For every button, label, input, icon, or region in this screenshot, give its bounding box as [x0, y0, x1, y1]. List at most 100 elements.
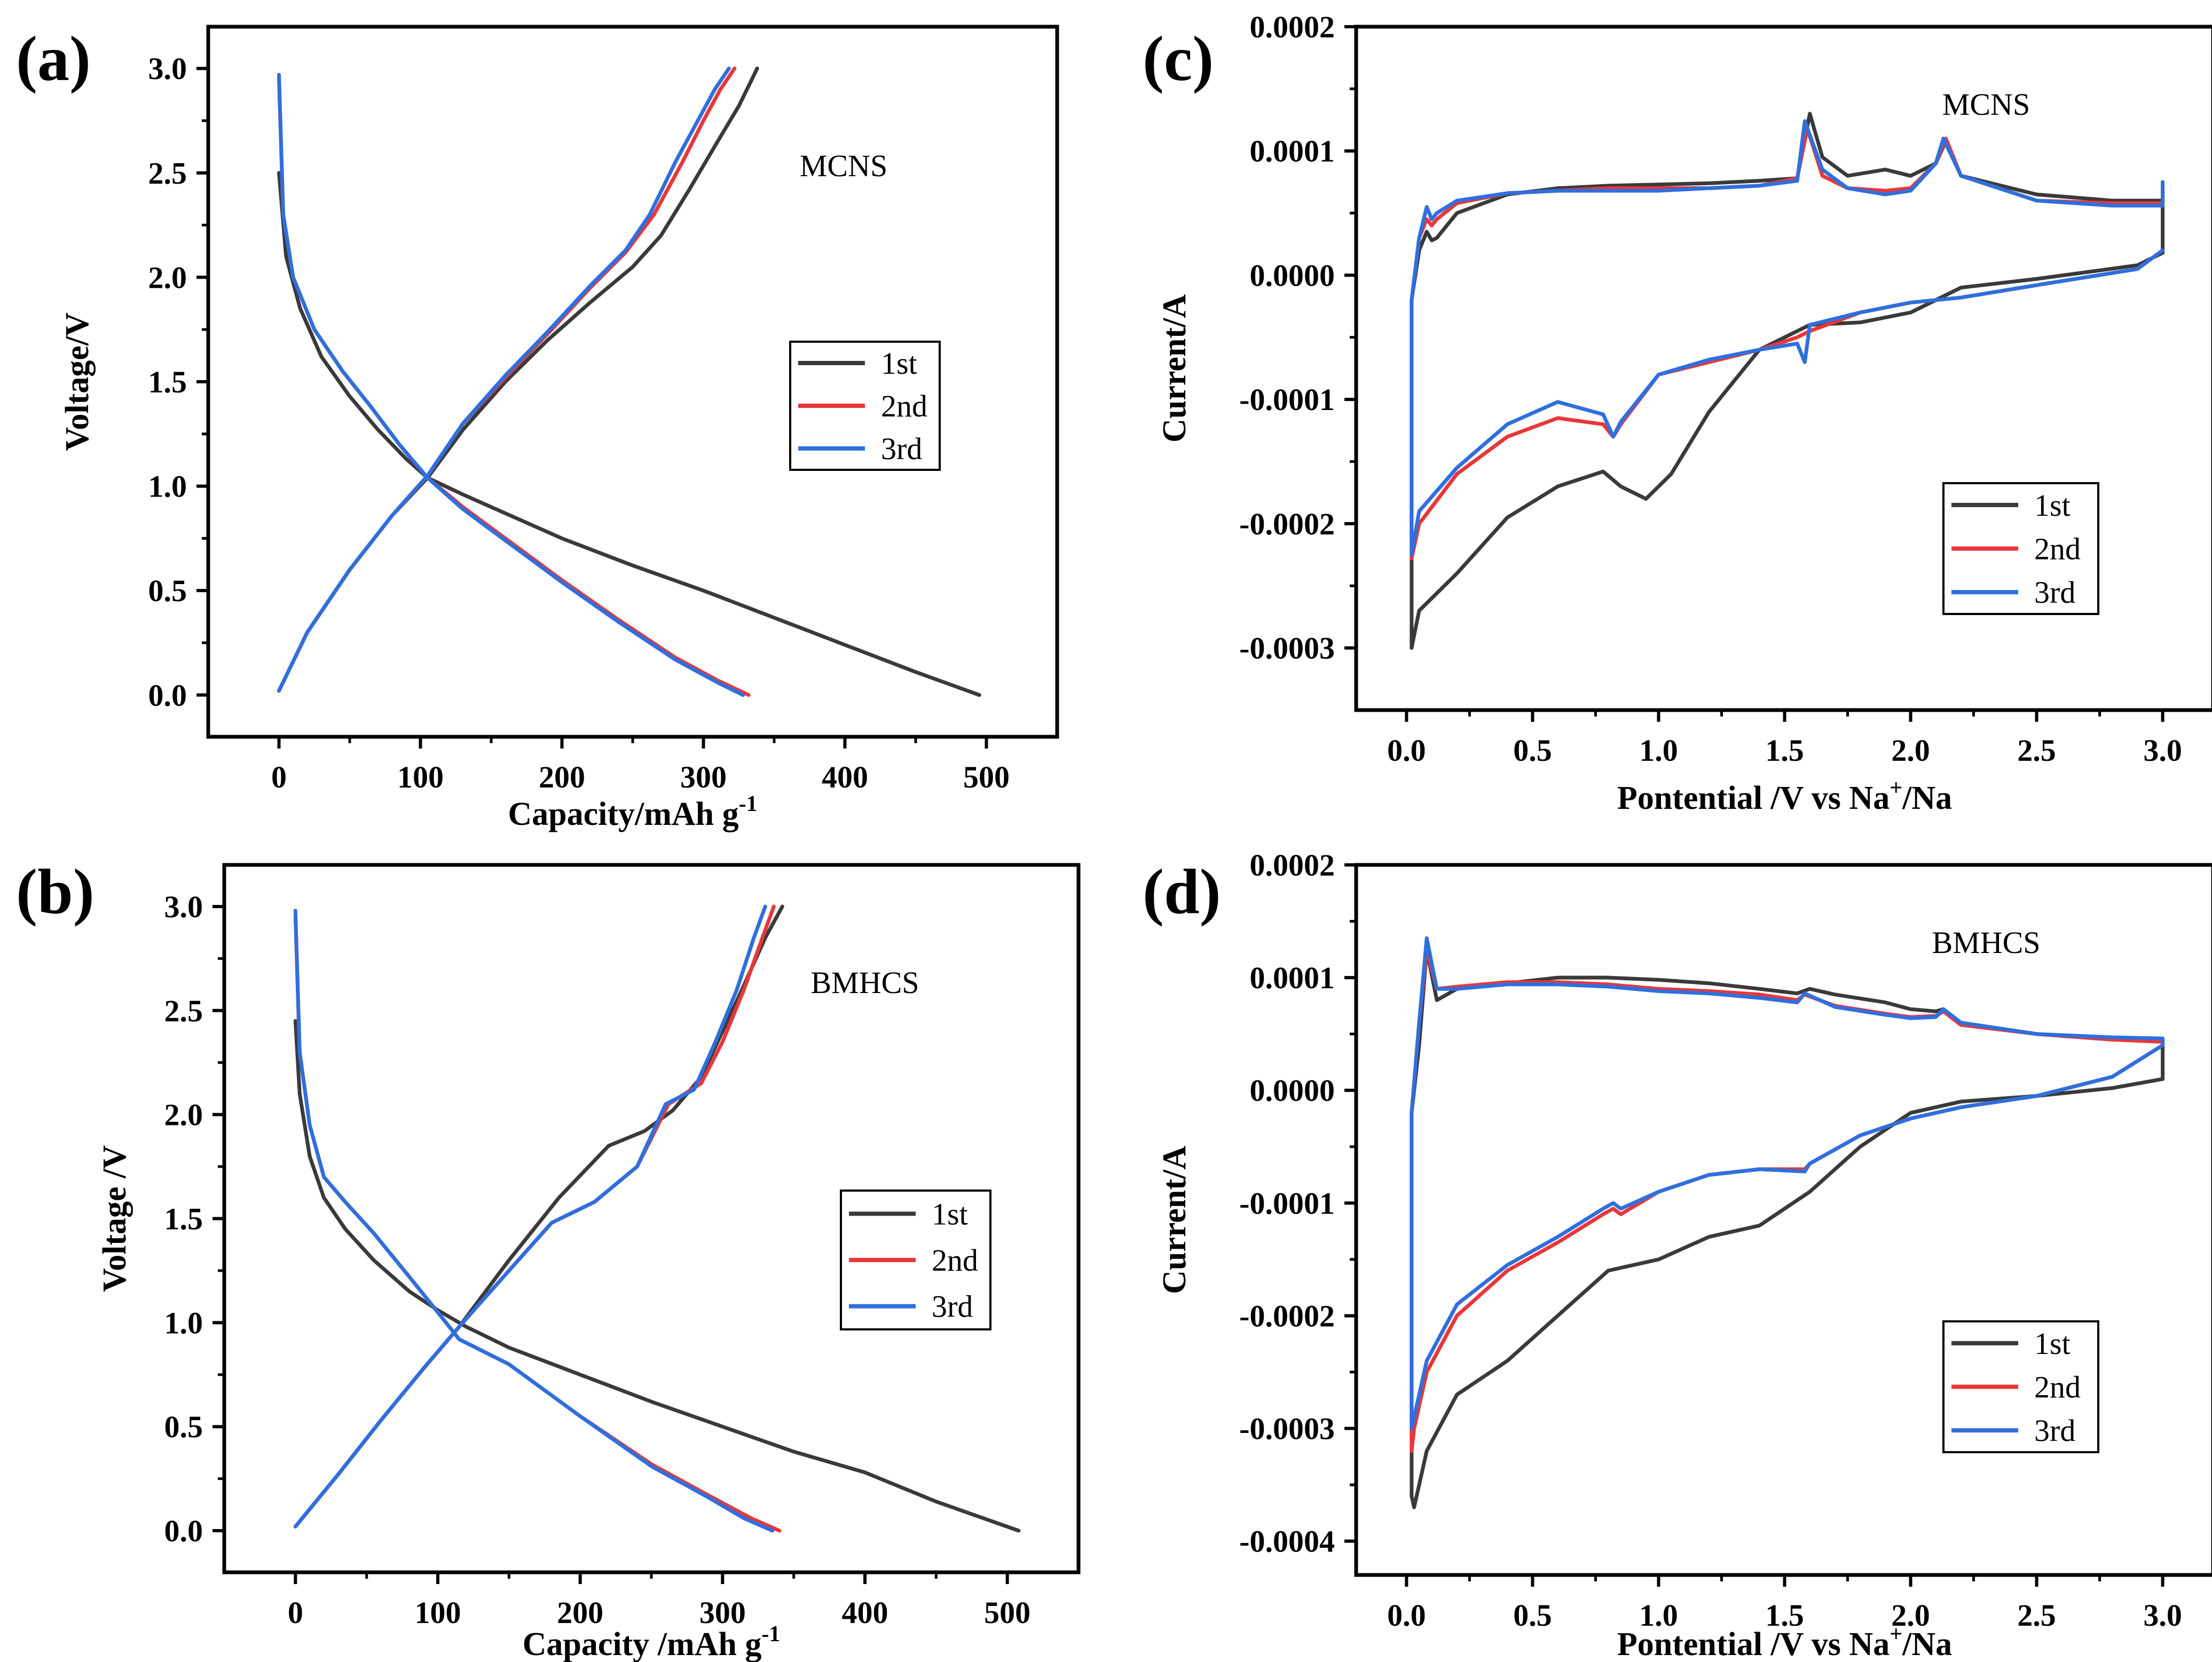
series-line-1st: [293, 1019, 1021, 1533]
legend: 1st 2nd 3rd: [789, 341, 941, 471]
legend-label: 2nd: [932, 1243, 978, 1278]
x-tick-label: 2.5: [2017, 1598, 2056, 1633]
panel-0: (a) 0 100 200 300 400 500 0.0 0.5 1.0 1.5 2.0 2.5 3.0…: [16, 23, 1059, 832]
x-tick-label: 1.0: [1639, 733, 1678, 768]
y-tick-label: 1.5: [164, 1202, 203, 1236]
y-tick-label: 0.5: [148, 573, 187, 608]
x-tick-label: 400: [822, 760, 868, 794]
x-axis-title: Pontential /V vs Na+/Na: [1617, 776, 1952, 816]
panel-1: (b) 0 100 200 300 400 500 0.0 0.5 1.0 1.5 2.0 2.5 3.0…: [16, 856, 1081, 1662]
x-tick-label: 0: [288, 1595, 303, 1630]
y-tick-label: 2.5: [148, 156, 187, 191]
sample-annotation: BMHCS: [810, 965, 919, 1000]
x-tick-label: 200: [557, 1595, 603, 1630]
x-tick-label: 300: [680, 760, 727, 794]
x-tick-label: 2.5: [2017, 733, 2056, 768]
y-tick-label: -0.0002: [1239, 507, 1335, 541]
legend: 1st 2nd 3rd: [840, 1190, 991, 1330]
x-tick-label: 2.0: [1891, 733, 1930, 768]
y-axis-title: Current/A: [1156, 294, 1193, 443]
y-axis-title: Current/A: [1156, 1146, 1193, 1294]
y-tick-label: -0.0001: [1239, 1186, 1335, 1220]
y-tick-label: -0.0004: [1239, 1524, 1335, 1559]
y-axis-title: Voltage/V: [59, 312, 96, 451]
legend-label: 2nd: [881, 389, 927, 423]
y-tick-label: 0.0002: [1250, 848, 1335, 883]
x-tick-label: 100: [397, 760, 444, 794]
panel-2: (c) 0.0 0.5 1.0 1.5 2.0 2.5 3.0 -0.0003 -0.0002 -0…: [1143, 10, 2212, 816]
legend-label: 3rd: [2034, 1413, 2075, 1448]
series-group: [1410, 112, 2165, 650]
x-tick-label: 0.5: [1513, 1598, 1552, 1633]
series-line-3rd: [1410, 119, 2165, 557]
x-tick-label: 0.0: [1387, 1598, 1426, 1633]
x-tick-label: 300: [699, 1595, 746, 1630]
series-line-2nd: [293, 904, 776, 1529]
legend-label: 3rd: [2034, 575, 2075, 610]
plot-frame: [1354, 863, 2212, 1577]
x-tick-label: 1.5: [1765, 733, 1804, 768]
y-axis-title: Voltage /V: [97, 1145, 133, 1292]
y-tick-label: 0.0000: [1250, 258, 1335, 293]
legend: 1st 2nd 3rd: [1942, 1320, 2099, 1453]
legend: 1st 2nd 3rd: [1942, 482, 2099, 615]
y-tick-label: 0.0: [164, 1514, 203, 1548]
y-tick-label: 2.0: [148, 260, 187, 295]
y-tick-label: 3.0: [164, 889, 203, 924]
series-line-3rd: [293, 904, 767, 1529]
y-tick-label: -0.0002: [1239, 1298, 1335, 1333]
series-line-2nd: [1410, 127, 2165, 561]
legend-label: 1st: [2034, 1326, 2071, 1361]
x-tick-label: 0.5: [1513, 733, 1552, 768]
x-tick-label: 0.0: [1387, 733, 1426, 768]
y-tick-label: 0.0: [148, 678, 187, 713]
panel-letter: (c): [1143, 23, 1214, 94]
y-tick-label: 2.5: [164, 994, 203, 1028]
y-tick-label: -0.0001: [1239, 382, 1335, 417]
legend-label: 1st: [881, 346, 917, 381]
y-tick-label: -0.0003: [1239, 631, 1335, 666]
legend-label: 3rd: [932, 1289, 973, 1324]
series-line-3rd: [293, 909, 775, 1533]
x-tick-label: 100: [415, 1595, 461, 1630]
panel-letter: (d): [1143, 856, 1221, 927]
sample-annotation: BMHCS: [1932, 925, 2040, 960]
y-tick-label: -0.0003: [1239, 1412, 1335, 1446]
y-tick-label: 0.5: [164, 1409, 203, 1444]
series-group: [277, 66, 981, 697]
x-tick-label: 1.5: [1765, 1598, 1804, 1633]
y-tick-label: 1.0: [164, 1305, 203, 1340]
series-line-1st: [277, 171, 981, 697]
x-tick-label: 500: [984, 1595, 1030, 1630]
series-line-3rd: [277, 66, 731, 693]
legend-label: 3rd: [881, 431, 922, 466]
y-tick-label: 1.0: [148, 469, 187, 504]
legend-label: 2nd: [2034, 532, 2081, 566]
y-tick-label: 0.0001: [1250, 134, 1335, 169]
series-group: [293, 904, 1021, 1533]
series-line-3rd: [1410, 936, 2165, 1431]
y-tick-label: 0.0000: [1250, 1073, 1335, 1108]
x-tick-label: 3.0: [2143, 733, 2182, 768]
x-axis-title: Capacity /mAh g-1: [523, 1622, 781, 1662]
x-tick-label: 3.0: [2143, 1598, 2182, 1633]
legend-label: 1st: [932, 1196, 968, 1231]
x-tick-label: 1.0: [1639, 1598, 1678, 1633]
x-tick-label: 500: [963, 760, 1010, 794]
x-tick-label: 200: [539, 760, 585, 794]
x-tick-label: 2.0: [1891, 1598, 1930, 1633]
y-tick-label: 2.0: [164, 1098, 203, 1132]
y-tick-label: 3.0: [148, 51, 187, 86]
y-tick-label: 0.0002: [1250, 10, 1335, 44]
x-axis-title: Capacity/mAh g-1: [508, 792, 757, 832]
legend-label: 1st: [2034, 488, 2071, 523]
legend-label: 2nd: [2034, 1370, 2081, 1405]
panel-letter: (b): [16, 856, 95, 927]
series-group: [1410, 936, 2165, 1509]
x-axis-title: Pontential /V vs Na+/Na: [1617, 1622, 1952, 1662]
x-tick-label: 400: [842, 1595, 888, 1630]
sample-annotation: MCNS: [1942, 87, 2030, 122]
panel-3: (d) 0.0 0.5 1.0 1.5 2.0 2.5 3.0 -0.0004 -0.0003 -0…: [1143, 848, 2212, 1662]
x-tick-label: 0: [271, 760, 287, 794]
